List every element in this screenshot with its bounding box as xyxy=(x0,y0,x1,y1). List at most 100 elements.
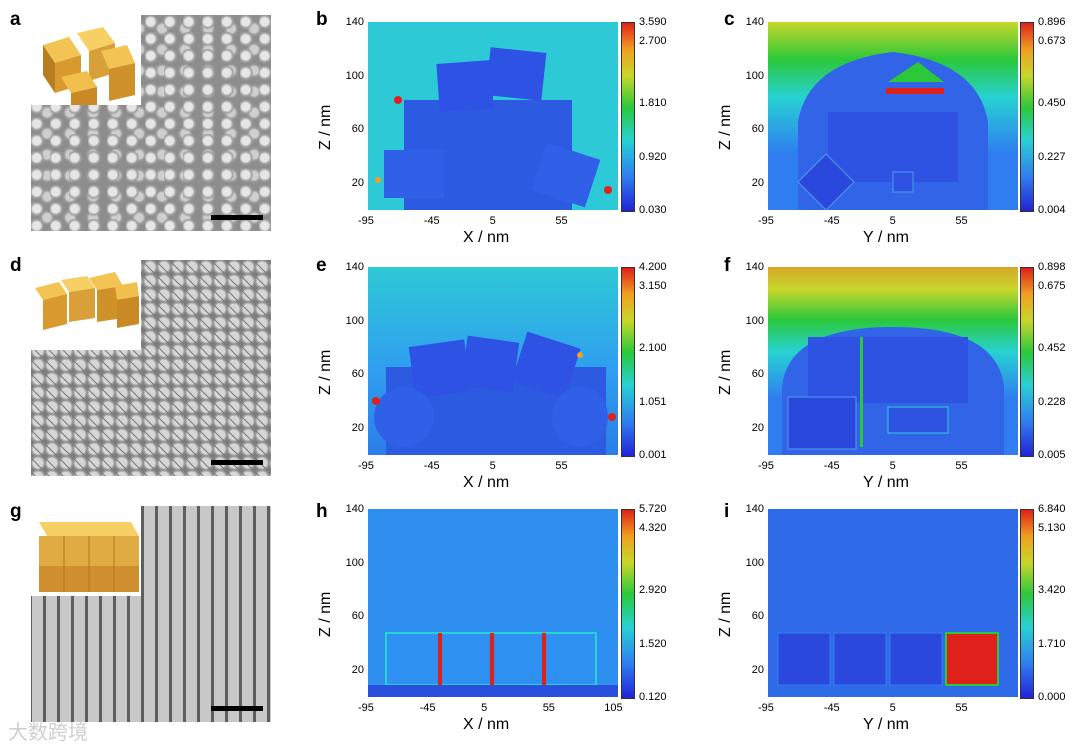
x-tick-label: -45 xyxy=(423,460,440,472)
colorbar-tick-label: 0.920 xyxy=(639,151,667,164)
x-axis-title: X / nm xyxy=(463,716,510,733)
x-tick-label: 5 xyxy=(889,215,896,227)
x-tick-label: 5 xyxy=(489,460,496,472)
colorbar-tick-label: 1.810 xyxy=(639,96,667,109)
colorbar-tick-label: 2.100 xyxy=(639,341,667,354)
colorbar-h xyxy=(621,509,635,699)
gold-cube-superlattice-icon xyxy=(39,522,139,592)
y-axis-title: Z / nm xyxy=(717,349,734,395)
y-tick-label: 20 xyxy=(751,177,764,190)
colorbar-tick-label: 0.898 xyxy=(1038,261,1066,273)
panel-label-a: a xyxy=(10,9,21,30)
colorbar-e xyxy=(621,267,635,457)
colorbar-tick-label: 0.001 xyxy=(639,449,667,461)
y-tick-label: 140 xyxy=(745,503,764,515)
y-tick-label: 100 xyxy=(345,69,364,82)
colorbar-tick-label: 0.673 xyxy=(1038,34,1066,47)
cube-assembly-inset xyxy=(31,260,141,350)
y-tick-label: 60 xyxy=(351,123,364,136)
x-tick-label: 55 xyxy=(955,460,968,472)
x-tick-label: -95 xyxy=(358,460,374,472)
colorbar-tick-label: 0.227 xyxy=(1038,151,1066,164)
colorbar-tick-label: 1.520 xyxy=(639,638,667,651)
y-tick-label: 20 xyxy=(751,664,764,677)
field-map-h xyxy=(368,509,618,697)
x-tick-label: 5 xyxy=(889,460,896,472)
scale-bar xyxy=(211,706,263,711)
panel-label-g: g xyxy=(10,501,22,522)
y-tick-label: 140 xyxy=(745,261,764,273)
colorbar-c xyxy=(1020,22,1034,212)
colorbar-tick-label: 1.051 xyxy=(639,396,667,409)
colorbar-tick-label: 0.450 xyxy=(1038,96,1066,109)
panel-label-c: c xyxy=(724,9,735,30)
field-map-b xyxy=(368,22,618,210)
panel-label-f: f xyxy=(724,255,731,276)
y-tick-label: 140 xyxy=(345,16,364,28)
x-tick-label: 5 xyxy=(481,702,488,714)
x-axis-title: X / nm xyxy=(463,229,510,246)
colorbar-tick-label: 6.840 xyxy=(1038,503,1066,515)
y-tick-label: 100 xyxy=(745,556,764,569)
y-tick-label: 60 xyxy=(351,610,364,623)
x-tick-label: 55 xyxy=(542,702,555,714)
y-axis-title: Z / nm xyxy=(717,591,734,637)
scale-bar xyxy=(211,460,263,465)
field-map-i xyxy=(768,509,1018,697)
field-map-f xyxy=(768,267,1018,455)
x-axis-title: X / nm xyxy=(463,474,510,491)
colorbar-tick-label: 5.130 xyxy=(1038,521,1066,534)
watermark-text: 大数跨境 xyxy=(8,720,88,744)
x-tick-label: -45 xyxy=(423,215,440,227)
colorbar-tick-label: 0.452 xyxy=(1038,341,1066,354)
gold-cube-layer-icon xyxy=(35,272,139,330)
y-axis-title: Z / nm xyxy=(317,349,334,395)
colorbar-tick-label: 1.710 xyxy=(1038,638,1066,651)
x-axis-title: Y / nm xyxy=(863,716,909,733)
colorbar-tick-label: 4.320 xyxy=(639,521,667,534)
colorbar-tick-label: 0.896 xyxy=(1038,16,1066,28)
colorbar-tick-label: 2.700 xyxy=(639,34,667,47)
panel-label-d: d xyxy=(10,255,22,276)
y-tick-label: 140 xyxy=(345,261,364,273)
y-axis-title: Z / nm xyxy=(317,591,334,637)
x-tick-label: -95 xyxy=(358,215,374,227)
sem-image-semi-ordered xyxy=(31,260,271,476)
colorbar-tick-label: 0.005 xyxy=(1038,449,1066,461)
y-tick-label: 140 xyxy=(745,16,764,28)
y-tick-label: 60 xyxy=(751,368,764,381)
sem-image-disordered xyxy=(31,15,271,231)
y-tick-label: 60 xyxy=(351,368,364,381)
y-tick-label: 60 xyxy=(751,123,764,136)
y-tick-label: 20 xyxy=(351,422,364,435)
colorbar-tick-label: 0.004 xyxy=(1038,204,1066,216)
colorbar-tick-label: 0.228 xyxy=(1038,396,1066,409)
x-tick-label: -45 xyxy=(823,215,840,227)
x-tick-label: 55 xyxy=(555,460,568,472)
panel-label-i: i xyxy=(724,501,730,522)
sem-image-ordered xyxy=(31,506,271,722)
x-tick-label: 5 xyxy=(489,215,496,227)
y-tick-label: 100 xyxy=(745,69,764,82)
x-tick-label: 105 xyxy=(604,702,623,714)
x-tick-label: -95 xyxy=(358,702,374,714)
y-tick-label: 20 xyxy=(351,664,364,677)
x-axis-title: Y / nm xyxy=(863,229,909,246)
cube-assembly-inset xyxy=(31,15,141,105)
field-map-c xyxy=(768,22,1018,210)
y-axis-title: Z / nm xyxy=(717,104,734,150)
x-tick-label: 55 xyxy=(555,215,568,227)
colorbar-tick-label: 0.675 xyxy=(1038,279,1066,292)
y-tick-label: 140 xyxy=(345,503,364,515)
x-tick-label: 55 xyxy=(955,702,968,714)
colorbar-b xyxy=(621,22,635,212)
colorbar-tick-label: 0.120 xyxy=(639,691,667,703)
colorbar-i xyxy=(1020,509,1034,699)
x-tick-label: -45 xyxy=(823,702,840,714)
colorbar-tick-label: 0.030 xyxy=(639,204,667,216)
y-tick-label: 60 xyxy=(751,610,764,623)
y-tick-label: 20 xyxy=(751,422,764,435)
y-tick-label: 20 xyxy=(351,177,364,190)
colorbar-tick-label: 4.200 xyxy=(639,261,667,273)
colorbar-tick-label: 3.590 xyxy=(639,16,667,28)
